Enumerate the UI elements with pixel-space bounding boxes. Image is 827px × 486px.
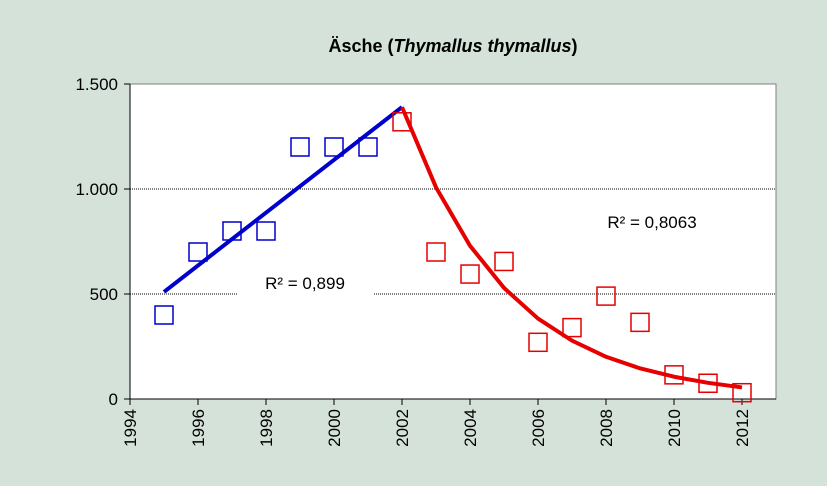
data-point [256,221,276,241]
y-tick-label: 1.000 [75,180,118,199]
plot-area [129,83,777,400]
data-point [664,365,684,385]
x-tick-label: 1994 [121,409,140,447]
data-point [732,382,752,403]
data-point [222,221,242,241]
data-point [528,332,548,353]
data-point [392,112,412,132]
data-point [630,312,650,333]
x-tick-label: 2004 [461,409,480,447]
data-point [188,242,208,262]
y-tick-label: 500 [90,285,118,304]
y-tick-label: 1.500 [75,75,118,94]
x-tick-label: 2000 [325,409,344,447]
trend-label-background [237,269,373,297]
data-point [562,317,582,338]
data-point [324,137,344,157]
x-tick-label: 2006 [529,409,548,447]
data-point [698,373,718,393]
y-tick-label: 0 [109,390,118,409]
x-tick-label: 2010 [665,409,684,447]
title-part: Äsche ( [328,36,393,56]
title-part: Thymallus thymallus [393,36,571,56]
x-tick-label: 1996 [189,409,208,447]
data-point [290,137,310,157]
chart-title: Äsche (Thymallus thymallus) [328,36,577,56]
x-tick-label: 1998 [257,409,276,447]
data-point [460,264,480,284]
data-point [426,242,446,262]
trend-label: R² = 0,8063 [607,213,696,232]
data-point [154,305,174,325]
title-part: ) [572,36,578,56]
x-tick-label: 2008 [597,409,616,447]
trend-line [400,106,743,390]
trend-label-background [584,208,720,236]
x-tick-label: 2012 [733,409,752,447]
trend-label: R² = 0,899 [265,274,345,293]
x-tick-label: 2002 [393,409,412,447]
data-point [596,286,616,306]
data-point [358,137,378,157]
data-point [494,251,514,272]
